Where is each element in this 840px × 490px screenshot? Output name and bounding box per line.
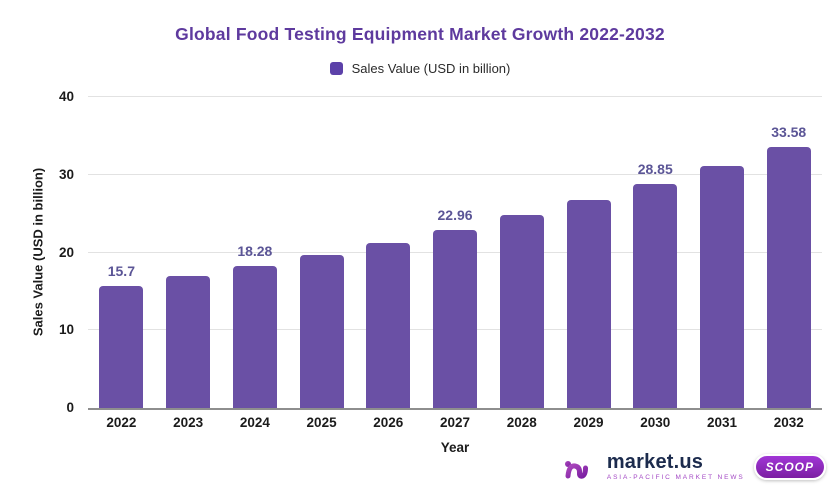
legend-label: Sales Value (USD in billion) [351, 61, 511, 76]
bar-2026 [366, 242, 411, 408]
scoop-badge: SCOOP [753, 454, 826, 480]
bar-2032 [766, 146, 811, 408]
bar-value-label: 28.85 [637, 160, 673, 177]
x-tick-label: 2029 [573, 415, 604, 430]
logo-tagline: ASIA-PACIFIC MARKET NEWS [606, 474, 745, 482]
marketus-logo: market.us ASIA-PACIFIC MARKET NEWS SCOOP [564, 452, 826, 482]
bar-2022 [99, 285, 144, 408]
marketus-logo-icon [564, 454, 600, 479]
x-tick-label: 2025 [306, 415, 337, 430]
x-tick-label: 2026 [373, 415, 404, 430]
x-tick-label: 2028 [506, 415, 537, 430]
bar-2024 [232, 265, 277, 408]
x-axis-title: Year [440, 440, 470, 455]
y-tick-label: 20 [58, 244, 74, 260]
legend: Sales Value (USD in billion) [0, 61, 840, 76]
bar-2028 [499, 215, 544, 408]
bar-2029 [566, 200, 611, 408]
x-tick-label: 2031 [706, 415, 737, 430]
bar-2025 [299, 254, 344, 408]
bar-group: 28.85 [622, 161, 689, 408]
x-tick-label: 2027 [440, 415, 471, 430]
bar-group [488, 192, 555, 408]
bar-value-label: 15.7 [107, 262, 135, 279]
bar-group [555, 177, 622, 408]
x-axis-ticks: 2022 2023 2024 2025 2026 2027 2028 2029 2030 2031… [88, 415, 822, 430]
y-tick-label: 0 [66, 400, 74, 415]
logo-wordmark: market.us [606, 451, 704, 474]
x-tick-label: 2024 [239, 415, 270, 430]
bar-2031 [699, 166, 744, 408]
bar-group [689, 143, 756, 408]
bar-value-label: 18.28 [237, 242, 273, 259]
x-tick-label: 2032 [773, 415, 804, 430]
x-tick-label: 2030 [640, 415, 671, 430]
bar-group: 33.58 [755, 124, 822, 408]
y-tick-label: 10 [58, 322, 74, 338]
bars: 15.7 18.28 22.96 28.85 33.58 [88, 97, 822, 408]
gridline [88, 96, 822, 97]
chart-title: Global Food Testing Equipment Market Gro… [175, 24, 665, 44]
bar-group [355, 220, 422, 408]
y-axis-ticks: 0 10 20 30 40 [0, 89, 80, 415]
plot-area: 15.7 18.28 22.96 28.85 33.58 [88, 96, 822, 410]
x-tick-label: 2022 [106, 415, 137, 430]
bar-value-label: 22.96 [437, 206, 473, 223]
bar-2027 [433, 229, 478, 408]
bar-group: 22.96 [422, 206, 489, 408]
bar-group: 18.28 [221, 243, 288, 408]
bar-group [155, 253, 222, 408]
logo-text: market.us ASIA-PACIFIC MARKET NEWS [607, 452, 745, 482]
bar-value-label: 33.58 [771, 123, 807, 140]
bar-2030 [633, 183, 678, 408]
x-tick-label: 2023 [173, 415, 204, 430]
bar-group: 15.7 [88, 263, 155, 408]
bar-2023 [166, 276, 211, 408]
gridline [88, 173, 822, 175]
y-tick-label: 40 [58, 89, 74, 104]
legend-marker-icon [329, 62, 343, 75]
bar-group [288, 232, 355, 408]
y-tick-label: 30 [58, 166, 74, 182]
